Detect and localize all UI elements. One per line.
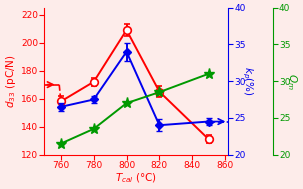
Y-axis label: $d_{33}$ (pC/N): $d_{33}$ (pC/N) [4,54,18,108]
X-axis label: $T_{cal}$ (°C): $T_{cal}$ (°C) [115,171,157,185]
Y-axis label: $k_p$(%): $k_p$(%) [240,66,255,96]
Y-axis label: $Q_m$: $Q_m$ [285,73,299,90]
